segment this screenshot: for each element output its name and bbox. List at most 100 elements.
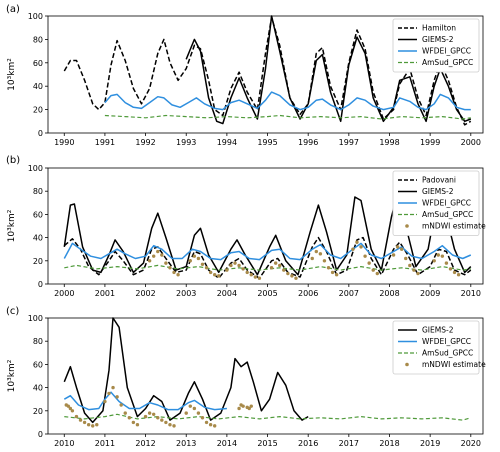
legend-label: WFDEI_GPCC xyxy=(422,47,471,56)
legend-label: AmSud_GPCC xyxy=(422,58,473,67)
mndwi-point xyxy=(208,270,213,275)
mndwi-point xyxy=(208,423,213,427)
mndwi-point xyxy=(164,420,168,425)
legend-label: Hamilton xyxy=(422,24,456,33)
mndwi-point xyxy=(233,261,237,265)
x-tick-label: 2015 xyxy=(257,439,277,448)
mndwi-point xyxy=(143,414,148,419)
mndwi-point xyxy=(156,416,160,420)
mndwi-point xyxy=(371,268,375,272)
legend-label: mNDWI estimate xyxy=(422,360,486,369)
mndwi-point xyxy=(127,416,132,420)
x-tick-label: 1992 xyxy=(135,138,155,147)
mndwi-point xyxy=(78,418,83,422)
legend-marker xyxy=(405,362,409,367)
y-tick-label: 80 xyxy=(33,35,43,44)
y-tick-label: 20 xyxy=(33,257,43,266)
panel-label: (a) xyxy=(6,4,20,15)
series-line-amsud-gpcc xyxy=(104,114,471,120)
mndwi-point xyxy=(123,411,127,415)
mndwi-point xyxy=(152,412,156,416)
x-tick-label: 2014 xyxy=(217,439,237,448)
mndwi-point xyxy=(196,256,201,261)
x-tick-label: 2019 xyxy=(420,439,440,448)
y-tick-label: 40 xyxy=(33,82,43,91)
x-tick-label: 2004 xyxy=(217,289,237,298)
y-tick-label: 60 xyxy=(33,210,43,219)
mndwi-point xyxy=(253,275,258,279)
mndwi-point xyxy=(204,420,209,425)
mndwi-point xyxy=(416,271,420,276)
mndwi-point xyxy=(156,249,160,254)
y-tick-label: 20 xyxy=(33,407,43,416)
mndwi-point xyxy=(111,385,115,390)
mndwi-point xyxy=(375,271,379,276)
mndwi-point xyxy=(241,404,245,408)
x-tick-label: 2009 xyxy=(420,289,440,298)
mndwi-point xyxy=(448,267,453,271)
mndwi-point xyxy=(204,266,209,270)
y-tick-label: 100 xyxy=(28,314,43,323)
mndwi-point xyxy=(184,411,188,415)
x-tick-label: 2003 xyxy=(176,289,196,298)
mndwi-point xyxy=(355,240,359,244)
y-tick-label: 0 xyxy=(38,129,43,138)
mndwi-point xyxy=(119,403,123,407)
mndwi-point xyxy=(176,273,180,277)
series-line-wfdei-gpcc xyxy=(63,391,227,411)
mndwi-point xyxy=(103,399,107,404)
legend-label: WFDEI_GPCC xyxy=(422,337,471,346)
mndwi-point xyxy=(82,420,87,425)
x-tick-label: 2001 xyxy=(95,289,115,298)
x-tick-label: 1990 xyxy=(54,138,74,147)
mndwi-point xyxy=(294,276,298,280)
mndwi-point xyxy=(249,273,253,277)
mndwi-point xyxy=(192,406,197,411)
x-tick-label: 1995 xyxy=(257,138,277,147)
x-tick-label: 2010 xyxy=(461,289,481,298)
y-tick-label: 100 xyxy=(28,164,43,173)
x-tick-label: 1994 xyxy=(217,138,237,147)
y-axis-label: 10³km² xyxy=(7,58,17,91)
mndwi-point xyxy=(269,266,274,270)
x-tick-label: 2008 xyxy=(379,289,399,298)
panel-label: (c) xyxy=(6,306,19,317)
mndwi-point xyxy=(217,274,221,278)
legend-label: mNDWI estimate xyxy=(422,222,486,231)
mndwi-point xyxy=(237,263,241,268)
x-tick-label: 2005 xyxy=(257,289,277,298)
mndwi-point xyxy=(444,261,449,265)
mndwi-point xyxy=(229,263,233,268)
y-tick-label: 80 xyxy=(33,337,43,346)
y-tick-label: 0 xyxy=(38,280,43,289)
mndwi-point xyxy=(247,406,251,411)
legend: GIEMS-2 WFDEI_GPCC AmSud_GPCC mNDWI estimat… xyxy=(392,320,486,375)
plot-frame xyxy=(47,167,484,285)
x-tick-label: 1998 xyxy=(379,138,399,147)
mndwi-point xyxy=(290,274,294,278)
mndwi-point xyxy=(273,261,278,265)
legend-label: AmSud_GPCC xyxy=(422,210,473,219)
legend: Padovani GIEMS-2 WFDEI_GPCC AmSud_GPCC mNDWI… xyxy=(392,170,486,236)
mndwi-point xyxy=(310,256,314,261)
mndwi-point xyxy=(95,423,99,427)
mndwi-point xyxy=(326,266,331,270)
mndwi-point xyxy=(363,254,367,258)
y-tick-label: 40 xyxy=(33,234,43,243)
mndwi-point xyxy=(160,418,164,422)
mndwi-point xyxy=(245,270,249,275)
panel-b: (b) 0 20 40 60 80 100 2000 2001 2002 2003 2004 2005 2… xyxy=(6,155,486,298)
y-tick-label: 40 xyxy=(33,384,43,393)
y-axis-label: 10³km² xyxy=(7,209,17,242)
legend-label: GIEMS-2 xyxy=(422,35,454,44)
mndwi-point xyxy=(168,266,172,270)
mndwi-point xyxy=(107,391,111,396)
series-line-hamilton xyxy=(63,16,472,126)
legend-marker xyxy=(405,224,409,228)
mndwi-point xyxy=(286,271,290,276)
mndwi-point xyxy=(200,416,205,420)
mndwi-point xyxy=(412,268,416,272)
mndwi-point xyxy=(334,273,339,277)
mndwi-point xyxy=(115,395,119,399)
